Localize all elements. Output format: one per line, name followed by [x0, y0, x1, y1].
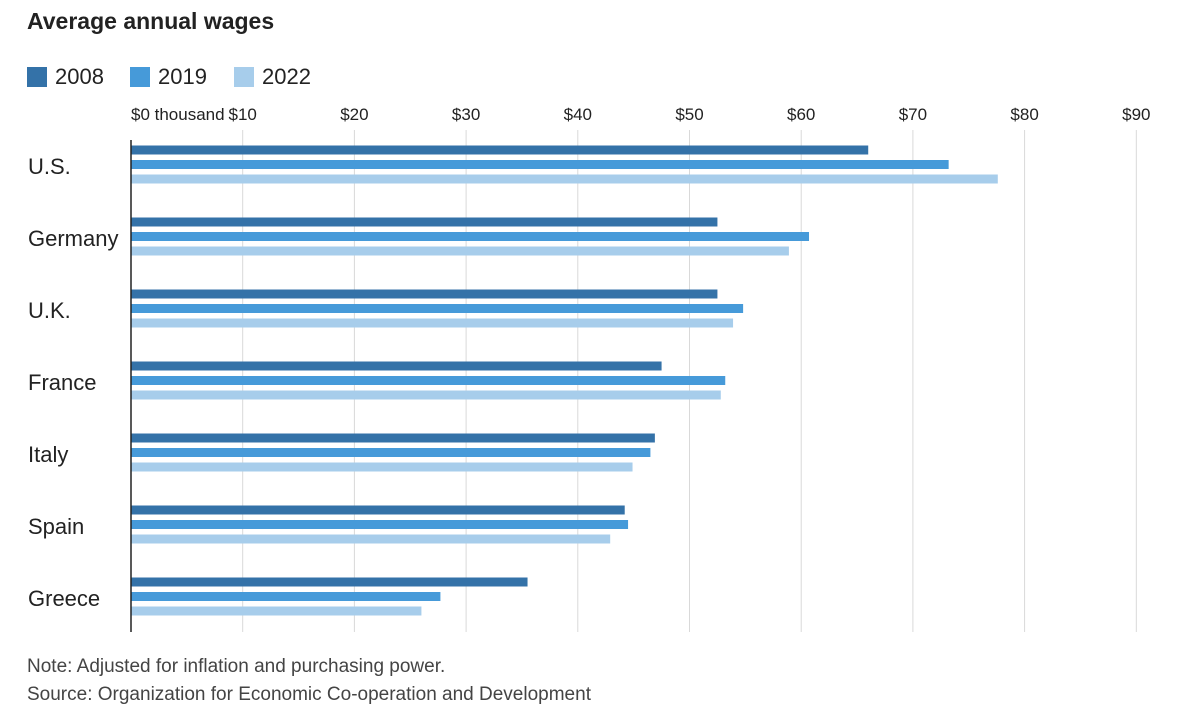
x-tick-label: $0 thousand [131, 105, 225, 124]
bar-2008-greece [131, 577, 528, 587]
category-label: Germany [28, 226, 118, 251]
category-label: Spain [28, 514, 84, 539]
category-label: U.K. [28, 298, 71, 323]
bar-2019-us [131, 160, 949, 169]
legend-swatch-2008 [27, 67, 47, 87]
bar-2008-spain [131, 505, 625, 515]
x-tick-label: $30 [452, 105, 480, 124]
x-tick-label: $20 [340, 105, 368, 124]
category-label: France [28, 370, 96, 395]
chart-title: Average annual wages [27, 8, 275, 34]
bar-2019-france [131, 376, 726, 385]
x-tick-label: $80 [1010, 105, 1038, 124]
bar-2019-spain [131, 520, 629, 529]
bar-2019-uk [131, 304, 744, 313]
legend-label-2022: 2022 [262, 64, 311, 89]
bar-2019-germany [131, 232, 810, 241]
bar-2019-greece [131, 592, 441, 601]
bar-2008-italy [131, 433, 655, 443]
x-tick-label: $60 [787, 105, 815, 124]
bar-2022-greece [131, 606, 422, 616]
legend-swatch-2022 [234, 67, 254, 87]
bar-2008-us [131, 145, 869, 155]
x-tick-label: $10 [229, 105, 257, 124]
bar-2022-germany [131, 246, 789, 256]
x-tick-label: $50 [675, 105, 703, 124]
category-label: Italy [28, 442, 68, 467]
bar-2022-italy [131, 462, 633, 472]
chart-source: Source: Organization for Economic Co-ope… [27, 684, 591, 705]
bar-2022-uk [131, 318, 734, 328]
bar-2022-spain [131, 534, 611, 544]
bar-2022-france [131, 390, 721, 400]
legend-label-2019: 2019 [158, 64, 207, 89]
bar-2008-uk [131, 289, 718, 299]
bar-2008-france [131, 361, 662, 371]
bar-2022-us [131, 174, 998, 184]
x-tick-label: $40 [564, 105, 592, 124]
category-label: U.S. [28, 154, 71, 179]
x-tick-label: $70 [899, 105, 927, 124]
bar-2019-italy [131, 448, 651, 457]
chart-note: Note: Adjusted for inflation and purchas… [27, 656, 446, 677]
legend-swatch-2019 [130, 67, 150, 87]
legend-label-2008: 2008 [55, 64, 104, 89]
category-label: Greece [28, 586, 100, 611]
bar-2008-germany [131, 217, 718, 227]
x-tick-label: $90 [1122, 105, 1150, 124]
